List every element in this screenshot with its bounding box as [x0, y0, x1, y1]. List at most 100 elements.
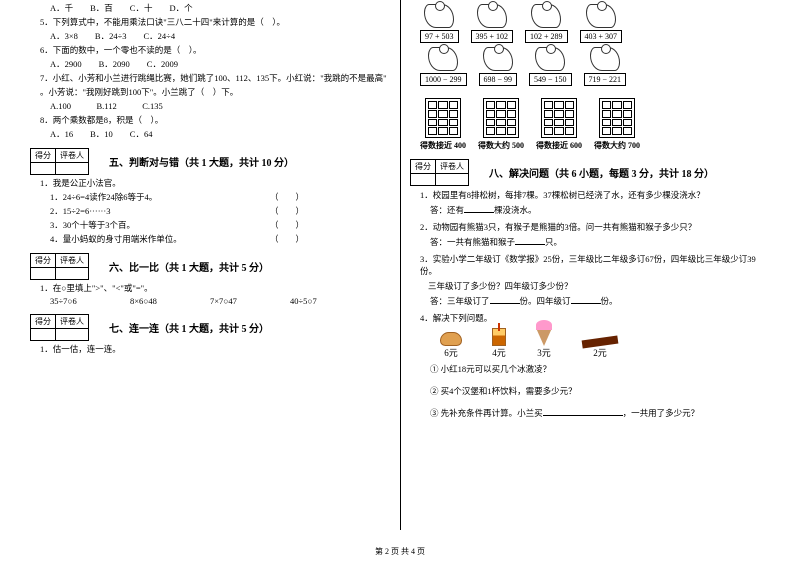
problem-1: 1．校园里有8排松树，每排7棵。37棵松树已经浇了水，还有多少棵没浇水？ — [420, 189, 770, 201]
building-cap-2: 得数大约 500 — [478, 140, 524, 151]
q5-options: A．3×8 B．24÷3 C．24÷4 — [50, 30, 390, 42]
q8-options: A．16 B．10 C．64 — [50, 128, 390, 140]
judge-4-paren: （ ） — [270, 233, 304, 245]
building-cap-3: 得数接近 600 — [536, 140, 582, 151]
dove-icon — [424, 4, 454, 28]
expr-8: 719 − 221 — [584, 73, 627, 86]
problem-2: 2．动物园有熊猫3只，有猴子是熊猫的3倍。问一共有熊猫和猴子多少只？ — [420, 221, 770, 233]
judge-head: 1．我是公正小法官。 — [40, 177, 390, 189]
problem-3a: 3．实验小学二年级订《数学报》25份，三年级比二年级多订67份，四年级比三年级少… — [420, 253, 770, 277]
sub-2: ② 买4个汉堡和1杯饮料，需要多少元？ — [430, 385, 770, 397]
building-row: 得数接近 400 得数大约 500 得数接近 600 得数大约 700 — [420, 98, 770, 151]
building-icon — [483, 98, 519, 138]
sub-3b: ，一共用了多少元？ — [623, 408, 700, 418]
building-3: 得数接近 600 — [536, 98, 582, 151]
score-label: 得分 — [31, 149, 56, 163]
score-box-6: 得分 评卷人 六、比一比（共 1 大题，共计 5 分） — [30, 253, 390, 280]
q5-text: 5．下列算式中，不能用乘法口诀"三八二十四"来计算的是（ ）。 — [40, 16, 390, 28]
blank — [515, 236, 545, 245]
judge-3: 3．30个十等于3个百。 （ ） — [50, 219, 390, 231]
dove-3: 102 + 289 — [525, 4, 568, 43]
dove-8: 719 − 221 — [584, 47, 627, 86]
burger-icon — [440, 332, 462, 346]
dove-icon — [535, 47, 565, 71]
answer-3: 答：三年级订了份。四年级订份。 — [430, 295, 770, 307]
q4-options: A．千 B．百 C．十 D．个 — [50, 2, 390, 14]
building-icon — [425, 98, 461, 138]
judge-2-text: 2．15÷2=6······3 — [50, 205, 270, 217]
compare-head: 1．在○里填上">"、"<"或"="。 — [40, 282, 390, 294]
section-5-title: 五、判断对与错（共 1 大题，共计 10 分） — [109, 154, 294, 169]
drink-icon — [492, 328, 506, 346]
item-icecream: 3元 — [536, 328, 552, 359]
dove-5: 1000 − 299 — [420, 47, 467, 86]
section-7-title: 七、连一连（共 1 大题，共计 5 分） — [109, 320, 269, 335]
marker-label: 评卷人 — [56, 254, 89, 268]
q7-text-a: 7．小红、小芳和小兰进行跳绳比赛，她们跳了100、112、135下。小红说："我… — [40, 72, 390, 84]
building-icon — [541, 98, 577, 138]
dove-7: 549 − 150 — [529, 47, 572, 86]
judge-4: 4．量小蚂蚁的身寸用端米作单位。 （ ） — [50, 233, 390, 245]
dove-row-2: 1000 − 299 698 − 99 549 − 150 719 − 221 — [420, 47, 770, 86]
q8-text: 8．两个乘数都是8，积是（ ）。 — [40, 114, 390, 126]
sub-1: ① 小红18元可以买几个冰激凌？ — [430, 363, 770, 375]
expr-1: 97 + 503 — [420, 30, 459, 43]
page-footer: 第 2 页 共 4 页 — [0, 546, 800, 557]
section-6-title: 六、比一比（共 1 大题，共计 5 分） — [109, 259, 269, 274]
sub-3a: ③ 先补充条件再计算。小兰买 — [430, 408, 543, 418]
q6-options: A．2900 B．2090 C．2009 — [50, 58, 390, 70]
score-box-5: 得分 评卷人 五、判断对与错（共 1 大题，共计 10 分） — [30, 148, 390, 175]
blank — [571, 295, 601, 304]
q7-options: A.100 B.112 C.135 — [50, 100, 390, 112]
marker-label: 评卷人 — [436, 160, 469, 174]
building-cap-4: 得数大约 700 — [594, 140, 640, 151]
blank — [464, 204, 494, 213]
dove-4: 403 + 307 — [580, 4, 623, 43]
answer-3a: 答：三年级订了 — [430, 296, 490, 306]
answer-1a: 答：还有 — [430, 205, 464, 215]
judge-2: 2．15÷2=6······3 （ ） — [50, 205, 390, 217]
icecream-icon — [536, 328, 552, 346]
marker-label: 评卷人 — [56, 149, 89, 163]
item-candy: 2元 — [582, 338, 618, 359]
judge-3-text: 3．30个十等于3个百。 — [50, 219, 270, 231]
answer-1: 答：还有 棵没浇水。 — [430, 204, 770, 216]
building-cap-1: 得数接近 400 — [420, 140, 466, 151]
right-column: 97 + 503 395 + 102 102 + 289 403 + 307 1… — [400, 0, 780, 422]
dove-row-1: 97 + 503 395 + 102 102 + 289 403 + 307 — [420, 4, 770, 43]
answer-2b: 只。 — [545, 237, 562, 247]
price-4: 2元 — [593, 346, 607, 359]
building-2: 得数大约 500 — [478, 98, 524, 151]
section-8-title: 八、解决问题（共 6 小题，每题 3 分，共计 18 分） — [489, 165, 714, 180]
score-box-7: 得分 评卷人 七、连一连（共 1 大题，共计 5 分） — [30, 314, 390, 341]
expr-3: 102 + 289 — [525, 30, 568, 43]
problem-4: 4．解决下列问题。 — [420, 312, 770, 324]
expr-2: 395 + 102 — [471, 30, 514, 43]
sub-3: ③ 先补充条件再计算。小兰买 ，一共用了多少元？ — [430, 407, 770, 419]
dove-icon — [586, 4, 616, 28]
dove-icon — [477, 4, 507, 28]
judge-1-paren: （ ） — [270, 191, 304, 203]
price-items: 6元 4元 3元 2元 — [440, 328, 770, 359]
answer-1b: 棵没浇水。 — [494, 205, 537, 215]
price-2: 4元 — [492, 346, 506, 359]
compare-3: 7×7○47 — [210, 296, 290, 306]
dove-1: 97 + 503 — [420, 4, 459, 43]
column-divider — [400, 0, 401, 530]
expr-6: 698 − 99 — [479, 73, 518, 86]
score-label: 得分 — [411, 160, 436, 174]
dove-6: 698 − 99 — [479, 47, 518, 86]
problem-3b: 三年级订了多少份？四年级订多少份？ — [428, 280, 770, 292]
price-1: 6元 — [444, 346, 458, 359]
left-column: A．千 B．百 C．十 D．个 5．下列算式中，不能用乘法口诀"三八二十四"来计… — [20, 0, 400, 422]
expr-4: 403 + 307 — [580, 30, 623, 43]
blank — [543, 407, 623, 416]
link-head: 1．估一估，连一连。 — [40, 343, 390, 355]
item-drink: 4元 — [492, 328, 506, 359]
judge-4-text: 4．量小蚂蚁的身寸用端米作单位。 — [50, 233, 270, 245]
building-4: 得数大约 700 — [594, 98, 640, 151]
dove-icon — [483, 47, 513, 71]
answer-3c: 份。 — [601, 296, 618, 306]
dove-2: 395 + 102 — [471, 4, 514, 43]
expr-5: 1000 − 299 — [420, 73, 467, 86]
